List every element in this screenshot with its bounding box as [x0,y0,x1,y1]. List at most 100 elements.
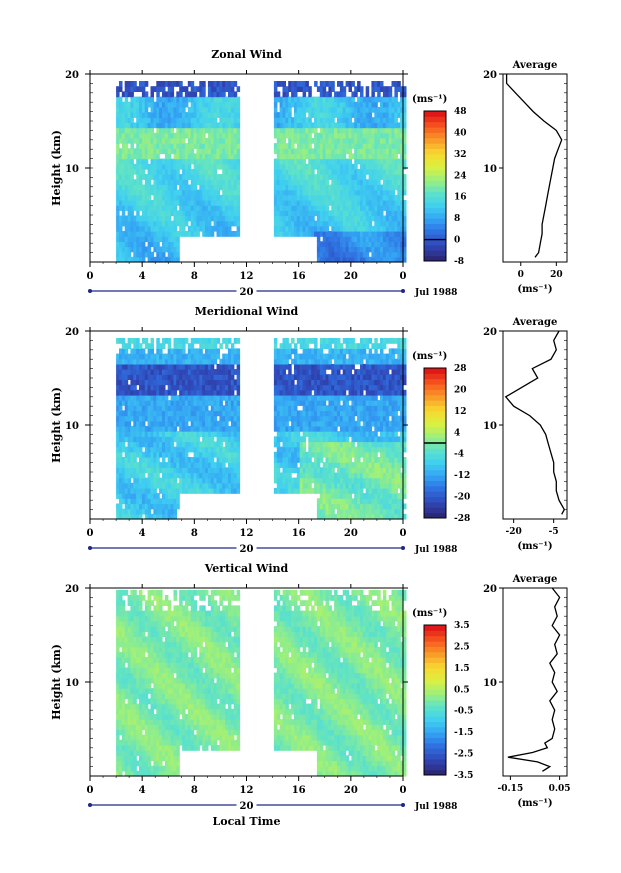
heatmap-cell [139,488,143,494]
heatmap-cell [325,96,329,103]
heatmap-cell [167,343,172,349]
heatmap-cell [302,451,307,458]
heatmap-cell [342,137,347,144]
heatmap-cell [182,231,186,237]
heatmap-cell [116,205,120,211]
heatmap-cell [302,153,307,160]
heatmap-cell [147,241,152,248]
heatmap-cell [362,179,367,186]
heatmap-cell [299,338,304,344]
heatmap-cell [230,394,235,401]
heatmap-cell [190,148,195,155]
heatmap-cell [119,189,123,196]
heatmap-cell [322,194,327,201]
heatmap-cell [337,353,341,360]
heatmap-cell [124,477,129,484]
heatmap-cell [182,200,186,206]
heatmap-cell [173,101,177,108]
heatmap-cell [193,158,198,165]
heatmap-cell [377,117,381,123]
heatmap-cell [225,101,229,108]
heatmap-cell [207,374,212,380]
heatmap-cell [127,137,132,144]
heatmap-cell [219,81,223,87]
heatmap-cell [147,477,152,484]
heatmap-cell [222,101,226,108]
heatmap-cell [173,374,177,380]
heatmap-cell [337,348,341,355]
heatmap-cell [216,425,220,432]
heatmap-cell [276,457,281,463]
heatmap-cell [296,220,301,227]
heatmap-cell [285,148,289,155]
heatmap-cell [202,194,206,201]
heatmap-cell [282,179,286,186]
heatmap-cell [339,394,344,401]
heatmap-cell [357,215,361,222]
colorbar-tick-label: 40 [454,128,467,138]
heatmap-cell [299,369,304,375]
heatmap-cell [302,482,307,489]
heatmap-cell [228,431,232,437]
heatmap-cell [173,400,177,406]
heatmap-cell [305,405,309,412]
heatmap-cell [173,415,177,422]
heatmap-cell [207,132,212,139]
heatmap-cell [162,163,166,170]
heatmap-cell [362,143,367,149]
heatmap-cell [391,132,395,139]
heatmap-cell [351,127,355,134]
heatmap-cell [164,405,169,412]
heatmap-cell [328,379,332,386]
heatmap-cell [179,374,183,380]
heatmap-cell [354,122,358,129]
heatmap-cell [316,415,321,422]
heatmap-cell [164,225,169,232]
heatmap-cell [316,358,321,365]
heatmap-cell [205,231,209,237]
heatmap-cell [316,498,321,505]
heatmap-cell [205,457,209,463]
heatmap-cell [230,137,235,144]
heatmap-cell [357,251,361,258]
heatmap-cell [316,225,321,232]
heatmap-cell [162,343,166,349]
heatmap-cell [305,482,309,489]
heatmap-cell [325,358,329,365]
heatmap-cell [230,220,235,227]
heatmap-cell [345,106,350,113]
heatmap-cell [119,369,123,375]
heatmap-cell [116,482,120,489]
heatmap-cell [400,163,404,170]
heatmap-cell [279,179,284,186]
heatmap-cell [207,358,212,365]
heatmap-cell [230,106,235,113]
heatmap-cell [213,394,218,401]
heatmap-cell [385,122,390,129]
heatmap-cell [325,431,329,437]
heatmap-cell [193,96,198,103]
heatmap-cell [342,225,347,232]
heatmap-cell [121,153,126,160]
heatmap-cell [141,405,146,412]
heatmap-cell [380,122,384,129]
heatmap-cell [294,86,298,92]
heatmap-cell [130,200,134,206]
heatmap-cell [319,168,324,175]
heatmap-cell [314,132,318,139]
heatmap-cell [397,132,401,139]
heatmap-cell [331,205,335,211]
heatmap-cell [207,488,212,494]
heatmap-cell [207,112,212,118]
heatmap-cell [193,184,198,191]
heatmap-cell [176,122,180,129]
heatmap-cell [354,246,358,253]
heatmap-cell [228,358,232,365]
heatmap-cell [345,236,350,242]
heatmap-cell [159,200,163,206]
heatmap-cell [291,379,295,386]
heatmap-cell [285,374,289,380]
heatmap-cell [331,236,335,242]
heatmap-cell [388,153,393,160]
heatmap-cell [116,415,120,422]
